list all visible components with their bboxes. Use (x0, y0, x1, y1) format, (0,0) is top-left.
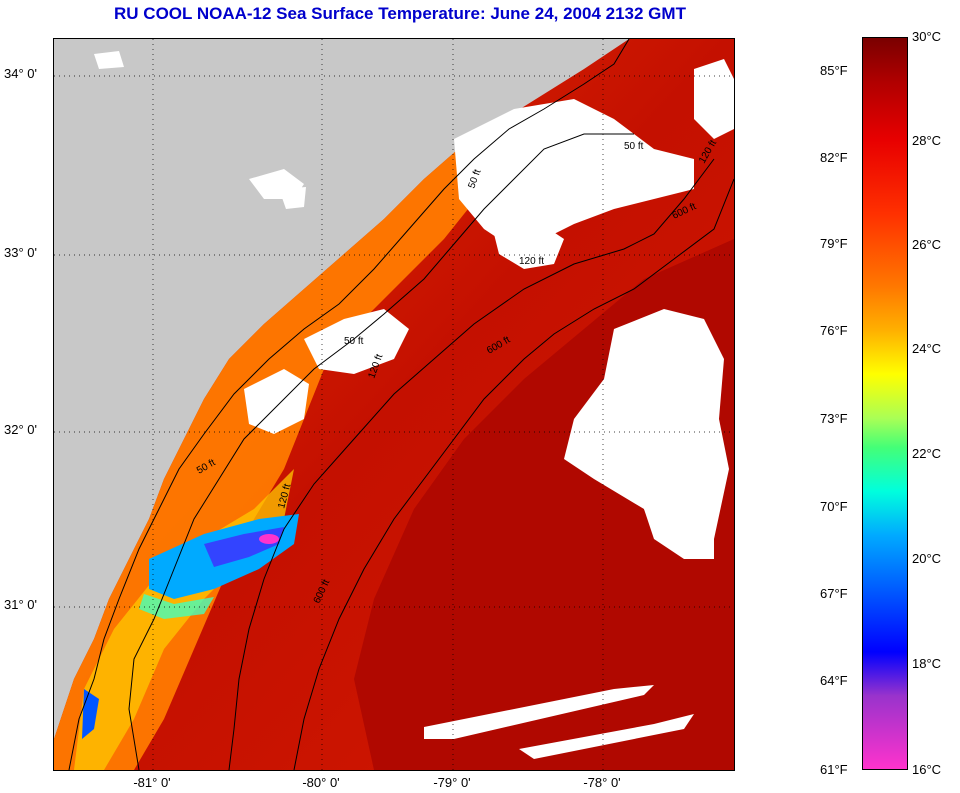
celsius-label: 26°C (912, 237, 942, 252)
fahrenheit-label: 85°F (820, 63, 848, 78)
coastline (68, 39, 630, 770)
contour-600ft (293, 178, 734, 770)
fahrenheit-label: 67°F (820, 586, 848, 601)
fahrenheit-label: 64°F (820, 673, 848, 688)
map-title: RU COOL NOAA-12 Sea Surface Temperature:… (114, 4, 686, 23)
contour-120ft (228, 158, 715, 770)
cloud-mask-northeast (694, 59, 734, 139)
latitude-label: 33° 0' (4, 245, 37, 260)
fahrenheit-label: 76°F (820, 323, 848, 338)
temperature-colorbar (862, 37, 908, 770)
celsius-label: 16°C (912, 762, 942, 777)
fahrenheit-label: 82°F (820, 150, 848, 165)
southern-cold-streak (82, 689, 99, 739)
celsius-label: 30°C (912, 29, 942, 44)
celsius-label: 20°C (912, 551, 942, 566)
latitude-label: 34° 0' (4, 66, 37, 81)
cloud-mask-coast-south (244, 369, 309, 434)
contour-label: 50 ft (344, 336, 364, 347)
cloud-mask-cape (634, 479, 714, 559)
graticule (54, 39, 734, 770)
fahrenheit-label: 70°F (820, 499, 848, 514)
sst-map-panel: 50 ft 120 ft 600 ft 50 ft 120 ft 600 ft … (53, 38, 735, 771)
contour-50ft (128, 133, 634, 770)
cloud-mask-mideast (494, 219, 564, 269)
cloud-mask-coast-mid (304, 309, 409, 374)
longitude-label: -79° 0' (433, 775, 471, 790)
celsius-label: 24°C (912, 341, 942, 356)
contour-label: 120 ft (519, 256, 544, 267)
celsius-label: 28°C (912, 133, 942, 148)
fahrenheit-label: 73°F (820, 411, 848, 426)
cloud-mask-nearshore-north (454, 99, 694, 249)
contour-label: 50 ft (624, 141, 644, 152)
latitude-label: 31° 0' (4, 597, 37, 612)
cloud-streak-southeast (519, 714, 694, 759)
latitude-label: 32° 0' (4, 422, 37, 437)
celsius-label: 18°C (912, 656, 942, 671)
magenta-spot (259, 534, 279, 544)
longitude-label: -78° 0' (583, 775, 621, 790)
sst-map: 50 ft 120 ft 600 ft 50 ft 120 ft 600 ft … (54, 39, 734, 770)
longitude-label: -80° 0' (302, 775, 340, 790)
cloud-mask-inland-spots (94, 51, 306, 209)
cyan-fringe (139, 594, 214, 619)
fahrenheit-label: 61°F (820, 762, 848, 777)
longitude-label: -81° 0' (133, 775, 171, 790)
cloud-streak-south (424, 685, 654, 739)
fahrenheit-label: 79°F (820, 236, 848, 251)
cloud-mask-offshore-east (564, 309, 729, 554)
celsius-label: 22°C (912, 446, 942, 461)
